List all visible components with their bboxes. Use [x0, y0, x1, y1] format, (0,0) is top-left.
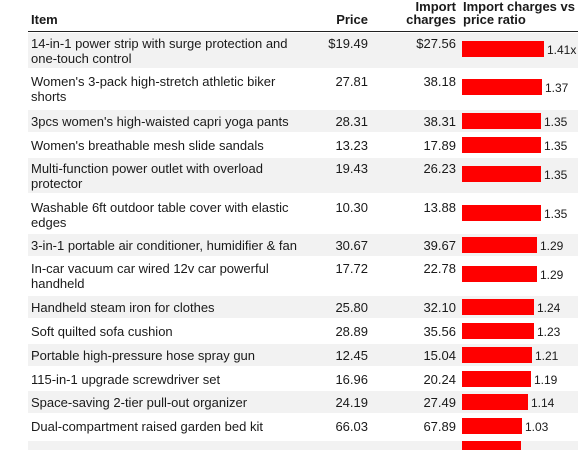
ratio-bar: [462, 299, 534, 315]
header-item: Item: [31, 12, 58, 27]
import-charges-value: 20.24: [423, 372, 456, 387]
import-charges-value: 38.31: [423, 114, 456, 129]
ratio-bar: [462, 441, 521, 450]
ratio-label: 1.14: [531, 396, 555, 410]
price-value: 28.89: [335, 324, 368, 339]
item-name: Soft quilted sofa cushion: [31, 324, 173, 339]
item-name: Handheld steam iron for clothes: [31, 300, 215, 315]
header-divider: [28, 31, 578, 32]
table-header: Item Price Import charges Import charges…: [0, 0, 578, 33]
item-name: 3pcs women's high-waisted capri yoga pan…: [31, 114, 289, 129]
price-value: 66.03: [335, 419, 368, 434]
import-charges-value: 38.18: [423, 74, 456, 89]
ratio-label: 1.35: [544, 168, 568, 182]
ratio-bar: [462, 371, 531, 387]
import-charges-value: 15.04: [423, 348, 456, 363]
item-name: Women's breathable mesh slide sandals: [31, 138, 264, 153]
import-charges-value: 22.78: [423, 261, 456, 276]
ratio-bar: [462, 79, 542, 95]
ratio-label: 1.23: [537, 325, 561, 339]
price-value: 13.23: [335, 138, 368, 153]
table-row: Women's breathable mesh slide sandals 13.…: [28, 134, 578, 156]
item-name: Portable high-pressure hose spray gun: [31, 348, 256, 363]
item-name: Dual-compartment raised garden bed kit: [31, 419, 263, 434]
price-value: $19.49: [328, 36, 368, 51]
table-row: Dual-compartment raised garden bed kit 66…: [28, 415, 578, 437]
table-row: 115-in-1 upgrade screwdriver set 16.96 20.…: [28, 368, 578, 390]
price-value: 19.43: [335, 161, 368, 176]
import-charges-value: 39.67: [423, 238, 456, 253]
table-row: 14-in-1 power strip with surge protectio…: [28, 33, 578, 68]
header-ratio: Import charges vs price ratio: [463, 0, 575, 27]
import-charges-value: $27.56: [416, 36, 456, 51]
item-name: 3-in-1 portable air conditioner, humidif…: [31, 238, 297, 253]
price-value: 25.80: [335, 300, 368, 315]
price-value: 12.45: [335, 348, 368, 363]
ratio-bar: [462, 266, 537, 282]
ratio-label: 1.29: [540, 268, 564, 282]
ratio-label: 1.19: [534, 373, 558, 387]
ratio-label: 1.37: [545, 81, 569, 95]
ratio-bar: [462, 41, 544, 57]
ratio-label: 1.03: [525, 420, 549, 434]
table-row: Soft quilted sofa cushion 28.89 35.56 1.23: [28, 320, 578, 342]
ratio-bar: [462, 394, 528, 410]
ratio-label: 1.35: [544, 139, 568, 153]
ratio-bar: [462, 166, 541, 182]
ratio-bar: [462, 347, 532, 363]
ratio-label: 1.29: [540, 239, 564, 253]
table-row: Women's 3-pack high-stretch athletic bik…: [28, 71, 578, 106]
item-name: In-car vacuum car wired 12v car powerful…: [31, 261, 269, 291]
ratio-bar: [462, 137, 541, 153]
import-charges-value: 27.49: [423, 395, 456, 410]
table-row: Multi-function power outlet with overloa…: [28, 158, 578, 193]
item-name: Space-saving 2-tier pull-out organizer: [31, 395, 248, 410]
table-row: In-car vacuum car wired 12v car powerful…: [28, 258, 578, 293]
ratio-label: 1.35: [544, 115, 568, 129]
item-name: 115-in-1 upgrade screwdriver set: [31, 372, 221, 387]
ratio-label: 1.24: [537, 301, 561, 315]
item-name: Multi-function power outlet with overloa…: [31, 161, 263, 191]
table-row: Handheld steam iron for clothes 25.80 32.1…: [28, 296, 578, 318]
price-value: 16.96: [335, 372, 368, 387]
ratio-bar: [462, 323, 534, 339]
price-value: 30.67: [335, 238, 368, 253]
table-row: Space-saving 2-tier pull-out organizer 24…: [28, 391, 578, 413]
ratio-bar: [462, 237, 537, 253]
ratio-bar: [462, 113, 541, 129]
table-row: Washable 6ft outdoor table cover with el…: [28, 197, 578, 232]
table-row: 3pcs women's high-waisted capri yoga pan…: [28, 110, 578, 132]
ratio-bar: [462, 205, 541, 221]
import-charges-value: 35.56: [423, 324, 456, 339]
header-price: Price: [336, 12, 368, 27]
ratio-bar: [462, 418, 522, 434]
ratio-label: 1.41x: [547, 43, 577, 57]
price-value: 17.72: [335, 261, 368, 276]
table-row: Portable high-pressure hose spray gun 12.…: [28, 344, 578, 366]
item-name: Women's 3-pack high-stretch athletic bik…: [31, 74, 276, 104]
import-charges-value: 17.89: [423, 138, 456, 153]
price-value: 10.30: [335, 200, 368, 215]
price-value: 27.81: [335, 74, 368, 89]
ratio-label: 1.35: [544, 207, 568, 221]
partial-next-row: [28, 441, 578, 450]
import-charges-value: 67.89: [423, 419, 456, 434]
table-row: 3-in-1 portable air conditioner, humidif…: [28, 234, 578, 256]
item-name: Washable 6ft outdoor table cover with el…: [31, 200, 289, 230]
price-value: 24.19: [335, 395, 368, 410]
import-charges-value: 13.88: [423, 200, 456, 215]
price-value: 28.31: [335, 114, 368, 129]
import-charges-value: 26.23: [423, 161, 456, 176]
item-name: 14-in-1 power strip with surge protectio…: [31, 36, 288, 66]
header-import-charges: Import charges: [406, 0, 456, 27]
import-charges-value: 32.10: [423, 300, 456, 315]
ratio-label: 1.21: [535, 349, 559, 363]
